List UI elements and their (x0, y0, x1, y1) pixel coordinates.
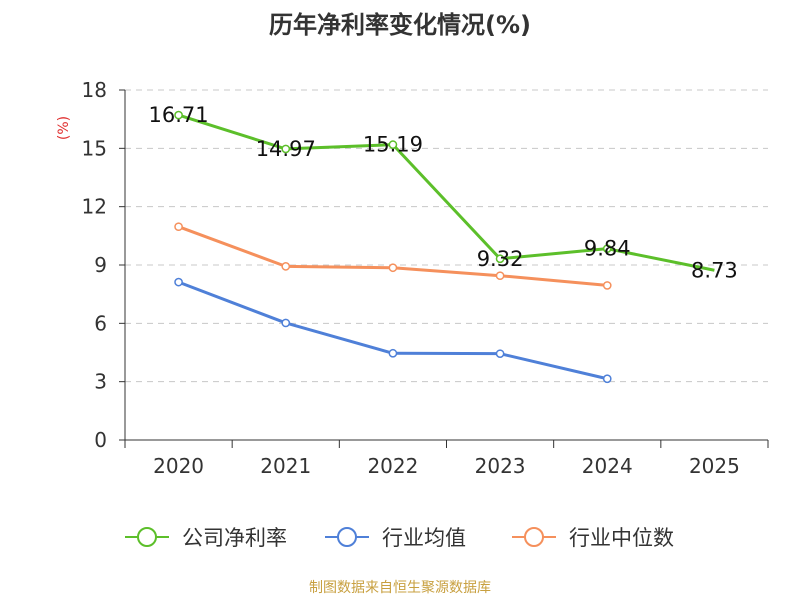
data-label: 14.97 (256, 137, 316, 161)
data-point (602, 281, 612, 290)
series-line-1 (178, 280, 608, 381)
data-label: 16.71 (149, 103, 209, 127)
y-tick-label: 9 (94, 253, 107, 277)
grid-layer (125, 89, 768, 383)
legend-item[interactable]: 行业均值 (325, 526, 466, 550)
data-point (602, 244, 612, 254)
data-point (281, 318, 291, 328)
data-label: 9.32 (477, 247, 524, 271)
data-point (281, 262, 291, 271)
data-label: 15.19 (363, 133, 423, 157)
x-tick-label: 2023 (475, 454, 526, 478)
x-tick-label: 2020 (153, 454, 204, 478)
y-tick-label: 6 (94, 311, 107, 335)
y-tick-label: 15 (82, 136, 107, 160)
x-tick-label: 2021 (260, 454, 311, 478)
data-point (388, 263, 398, 273)
x-tick-label: 2025 (689, 454, 740, 478)
data-label-layer: 16.71 14.97 15.19 9.32 9.84 8.73 (149, 103, 738, 282)
axis-layer: 0 3 6 9 12 15 18 2020 2021 2022 2023 2024 2025 (82, 78, 769, 478)
legend-swatch-marker (337, 527, 357, 547)
y-axis-unit-label: (%) (56, 116, 72, 140)
data-label: 8.73 (691, 258, 738, 282)
x-tick-label: 2024 (582, 454, 633, 478)
series-line-0 (178, 113, 715, 272)
chart-title: 历年净利率变化情况(%) (269, 11, 531, 39)
legend-item[interactable]: 行业中位数 (512, 526, 674, 550)
data-point (174, 222, 183, 232)
legend[interactable]: 公司净利率 行业均值 行业中位数 (125, 526, 674, 550)
y-tick-label: 18 (82, 78, 107, 102)
data-point (602, 374, 612, 384)
legend-swatch-marker (524, 527, 544, 547)
data-point (495, 349, 505, 359)
data-point (388, 140, 398, 149)
series-layer (174, 110, 715, 384)
legend-label: 行业中位数 (569, 526, 674, 550)
data-point (174, 277, 183, 287)
legend-swatch-marker (137, 527, 157, 547)
legend-label: 行业均值 (382, 526, 466, 550)
y-tick-label: 12 (82, 195, 107, 219)
y-tick-label: 3 (94, 370, 107, 394)
data-point (174, 110, 183, 120)
data-point (281, 144, 291, 154)
data-point (495, 271, 505, 281)
legend-item[interactable]: 公司净利率 (125, 526, 287, 550)
source-note: 制图数据来自恒生聚源数据库 (309, 580, 491, 596)
y-tick-label: 0 (94, 428, 107, 452)
data-point (388, 348, 398, 358)
data-point (495, 254, 505, 264)
x-tick-label: 2022 (367, 454, 418, 478)
legend-label: 公司净利率 (182, 526, 287, 550)
data-label: 9.84 (584, 237, 631, 261)
